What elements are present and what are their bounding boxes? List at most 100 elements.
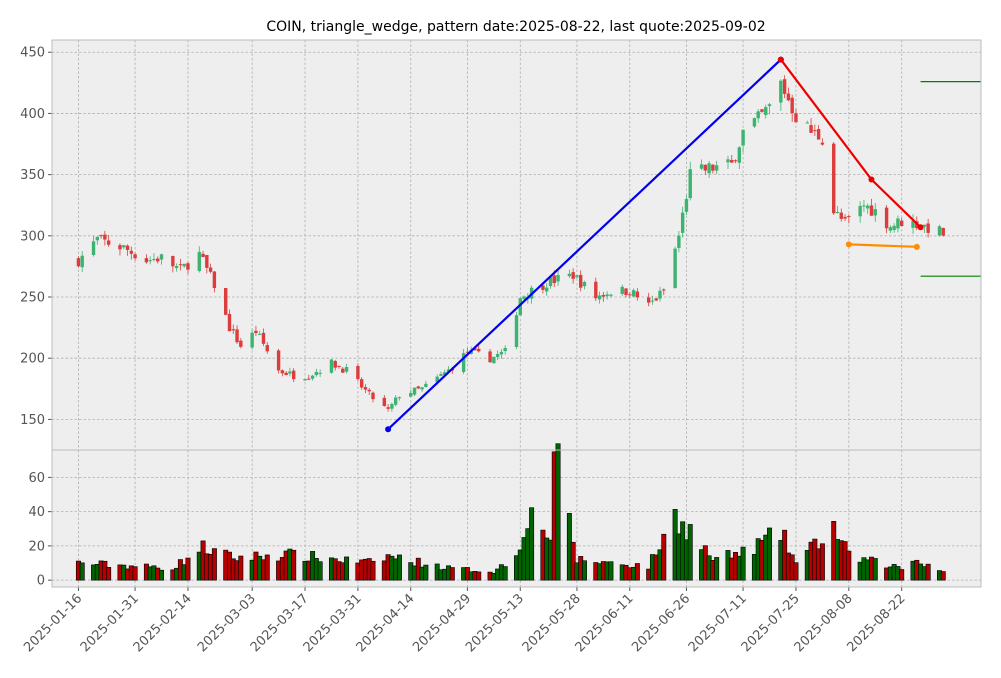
- candle-body: [318, 372, 322, 374]
- candle-body: [148, 260, 152, 262]
- volume-bar: [264, 554, 270, 581]
- volume-bar: [106, 567, 112, 581]
- candle-body: [91, 241, 96, 256]
- candle-body: [782, 79, 787, 94]
- candle-body: [680, 212, 685, 233]
- candle-body: [386, 407, 390, 409]
- volume-bar: [846, 550, 852, 581]
- candle-body: [684, 199, 689, 212]
- candle-body: [477, 348, 481, 352]
- candle-body: [628, 294, 632, 296]
- candle-body: [582, 281, 587, 287]
- candle-body: [673, 248, 677, 289]
- pattern-line: [848, 243, 917, 248]
- volume-bar: [872, 558, 878, 581]
- candle-body: [620, 286, 624, 294]
- candle-body: [820, 142, 825, 145]
- candle-body: [254, 330, 258, 334]
- candle-body: [733, 160, 738, 162]
- candle-body: [764, 107, 768, 115]
- volume-bar: [793, 562, 799, 581]
- volume-bar: [317, 561, 323, 581]
- candle-body: [575, 275, 579, 278]
- candle-body: [197, 251, 201, 272]
- candle-body: [677, 235, 681, 248]
- candle-body: [393, 397, 398, 405]
- candle-body: [832, 143, 836, 214]
- candle-body: [333, 361, 337, 368]
- candle-body: [556, 275, 560, 282]
- pattern-point: [913, 243, 920, 250]
- candle-body: [337, 365, 341, 367]
- candle-body: [794, 113, 798, 123]
- candle-body: [152, 259, 156, 261]
- candle-body: [446, 369, 451, 372]
- candle-body: [688, 169, 692, 199]
- candle-body: [288, 371, 292, 374]
- candle-body: [892, 225, 896, 230]
- candle-body: [884, 207, 889, 229]
- candle-body: [790, 97, 794, 114]
- candle-body: [118, 245, 122, 250]
- candle-body: [250, 332, 254, 348]
- volume-bar: [344, 556, 350, 581]
- candle-body: [813, 130, 817, 132]
- candle-body: [231, 329, 235, 331]
- candle-body: [439, 374, 443, 376]
- price-y-tick-label: 150: [20, 413, 45, 428]
- candle-body: [212, 271, 217, 289]
- volume-bars: [75, 443, 946, 581]
- candle-body: [654, 298, 658, 301]
- candle-body: [548, 277, 553, 287]
- candle-body: [937, 226, 942, 236]
- candle-body: [601, 294, 606, 297]
- candle-body: [567, 273, 572, 277]
- volume-bar: [423, 564, 429, 581]
- candle-body: [265, 345, 269, 352]
- chart-title: COIN, triangle_wedge, pattern date:2025-…: [266, 19, 765, 35]
- candle-body: [303, 379, 307, 381]
- candle-body: [737, 147, 742, 163]
- candle-body: [835, 212, 840, 214]
- pattern-point: [845, 241, 852, 248]
- volume-bar: [211, 548, 217, 581]
- volume-bar: [634, 563, 640, 581]
- candle-body: [896, 218, 900, 229]
- volume-bar: [370, 560, 376, 581]
- candle-body: [662, 289, 666, 291]
- candle-body: [752, 118, 757, 127]
- candle-body: [341, 368, 345, 373]
- candle-body: [658, 290, 662, 299]
- volume-panel-border: [51, 449, 982, 588]
- volume-bar: [570, 541, 576, 581]
- candle-body: [307, 378, 311, 380]
- candle-body: [122, 245, 126, 248]
- candle-body: [280, 370, 285, 374]
- candle-body: [518, 298, 522, 316]
- candle-body: [488, 351, 492, 363]
- candle-body: [416, 386, 421, 389]
- candle-body: [756, 111, 760, 119]
- candle-body: [779, 80, 783, 103]
- candle-body: [156, 258, 160, 262]
- volume-bar: [159, 569, 164, 581]
- candle-body: [182, 263, 186, 267]
- candle-body: [76, 258, 81, 267]
- volume-bar: [608, 561, 614, 581]
- candle-body: [239, 340, 243, 347]
- candle-body: [420, 387, 424, 390]
- volume-y-tick-label: 40: [28, 505, 45, 520]
- volume-bar: [819, 543, 825, 581]
- pattern-point: [917, 224, 924, 231]
- candle-body: [499, 351, 504, 355]
- candle-body: [171, 256, 175, 267]
- candle-body: [356, 366, 360, 380]
- candle-body: [465, 351, 470, 353]
- candle-body: [730, 159, 734, 163]
- candle-body: [866, 205, 870, 209]
- candle-body: [646, 297, 651, 303]
- candle-body: [461, 353, 466, 372]
- candle-body: [503, 348, 507, 352]
- candle-body: [858, 205, 862, 217]
